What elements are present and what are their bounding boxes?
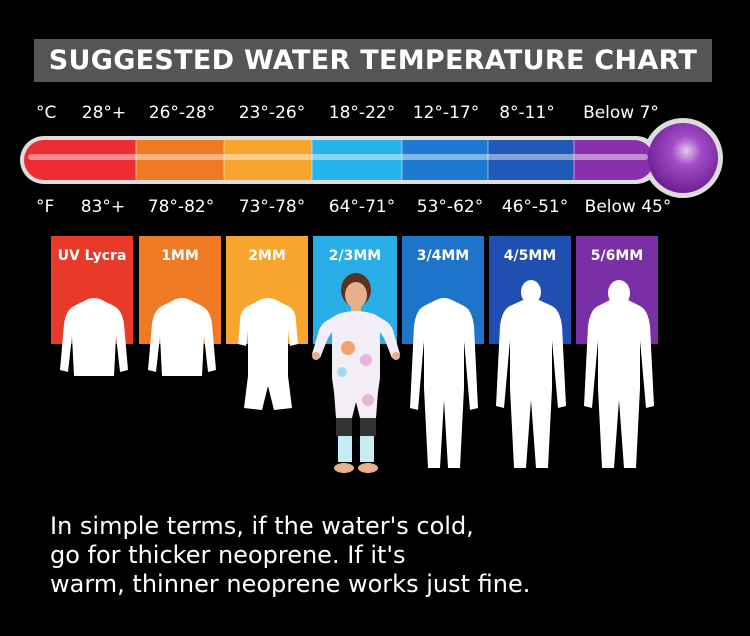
- suit-label: 1MM: [161, 248, 199, 264]
- fahrenheit-range: 78°-82°: [147, 197, 215, 217]
- chart-title: SUGGESTED WATER TEMPERATURE CHART: [48, 45, 698, 76]
- thermometer-segment: [574, 140, 654, 180]
- fullsuit-hood-icon: [584, 280, 654, 468]
- thermometer-segment: [24, 140, 136, 180]
- shorty-icon: [238, 298, 298, 410]
- fahrenheit-range: 64°-71°: [328, 197, 396, 217]
- suit-label: 4/5MM: [503, 248, 557, 264]
- caption-line: warm, thinner neoprene works just fine.: [50, 570, 531, 598]
- suit-label: 5/6MM: [590, 248, 644, 264]
- thermometer-segment: [488, 140, 574, 180]
- wetsuit-bars: UV Lycra 1MM 2MM 2/3MM 3/4MM 4/5MM 5/6MM: [0, 236, 750, 476]
- suit-label: UV Lycra: [57, 248, 127, 264]
- thermometer-bulb: [648, 123, 718, 193]
- thermometer-segment: [402, 140, 488, 180]
- celsius-row: °C 28°+ 26°-28° 23°-26° 18°-22° 12°-17° …: [0, 103, 750, 127]
- celsius-range: 23°-26°: [238, 103, 306, 123]
- fahrenheit-range: 53°-62°: [416, 197, 484, 217]
- caption-line: go for thicker neoprene. If it's: [50, 541, 406, 569]
- fahrenheit-range: 46°-51°: [501, 197, 569, 217]
- suit-label: 3/4MM: [416, 248, 470, 264]
- fahrenheit-range: 73°-78°: [238, 197, 306, 217]
- celsius-range: 12°-17°: [412, 103, 480, 123]
- thermometer-shine: [28, 154, 648, 160]
- celsius-range: 8°-11°: [499, 103, 555, 123]
- top-icon: [148, 298, 216, 376]
- thermometer-segment: [224, 140, 312, 180]
- fullsuit-icon: [410, 298, 478, 468]
- thermometer: [20, 118, 723, 198]
- celsius-range: 26°-28°: [148, 103, 216, 123]
- caption: In simple terms, if the water's cold, go…: [50, 512, 710, 599]
- celsius-range: Below 7°: [583, 103, 659, 123]
- child-model-photo: [312, 273, 400, 473]
- fahrenheit-unit: °F: [36, 197, 55, 217]
- rashguard-icon: [60, 298, 128, 376]
- suit-label: 2/3MM: [328, 248, 382, 264]
- fullsuit-icon: [496, 280, 566, 468]
- fahrenheit-range: 83°+: [80, 197, 126, 217]
- celsius-range: 28°+: [81, 103, 127, 123]
- thermometer-segment: [312, 140, 402, 180]
- thermometer-segment: [136, 140, 224, 180]
- caption-line: In simple terms, if the water's cold,: [50, 512, 474, 540]
- fahrenheit-row: °F 83°+ 78°-82° 73°-78° 64°-71° 53°-62° …: [0, 197, 750, 221]
- celsius-unit: °C: [36, 103, 57, 123]
- celsius-range: 18°-22°: [328, 103, 396, 123]
- fahrenheit-range: Below 45°: [584, 197, 672, 217]
- chart-title-bar: SUGGESTED WATER TEMPERATURE CHART: [34, 39, 712, 82]
- suit-label: 2MM: [248, 248, 286, 264]
